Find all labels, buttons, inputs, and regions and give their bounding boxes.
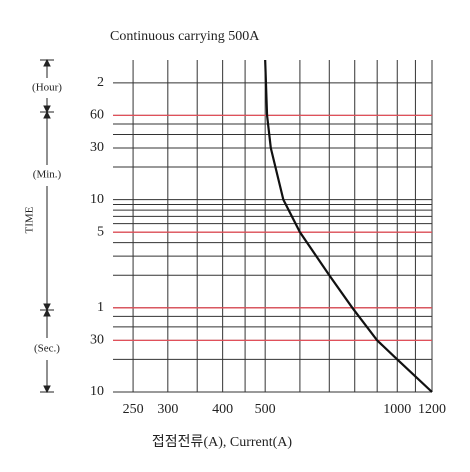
bracket-arrows [43, 58, 51, 394]
curve [264, 59, 433, 393]
y-tick-label: 30 [90, 333, 104, 348]
y-tick-label: 1 [97, 300, 104, 315]
unit-label: (Sec.) [34, 343, 60, 355]
y-tick-label: 30 [90, 140, 104, 155]
x-tick-label: 1000 [383, 402, 411, 417]
y-tick-label: 10 [90, 384, 104, 399]
unit-label: (Hour) [32, 82, 62, 94]
chart-title: Continuous carrying 500A [110, 29, 260, 44]
y-tick-label: 5 [97, 224, 104, 239]
y-axis-label: TIME [24, 206, 36, 233]
unit-label: (Min.) [33, 169, 62, 181]
y-tick-label: 60 [90, 108, 104, 123]
x-tick-label: 300 [157, 402, 178, 417]
x-tick-label: 500 [255, 402, 276, 417]
x-tick-label: 400 [212, 402, 233, 417]
x-axis-label: 접점전류(A), Current(A) [152, 434, 292, 450]
y-tick-label: 10 [90, 192, 104, 207]
y-tick-label: 2 [97, 75, 104, 90]
x-tick-label: 1200 [418, 402, 446, 417]
x-tick-label: 250 [123, 402, 144, 417]
unit-bracket [40, 58, 54, 394]
